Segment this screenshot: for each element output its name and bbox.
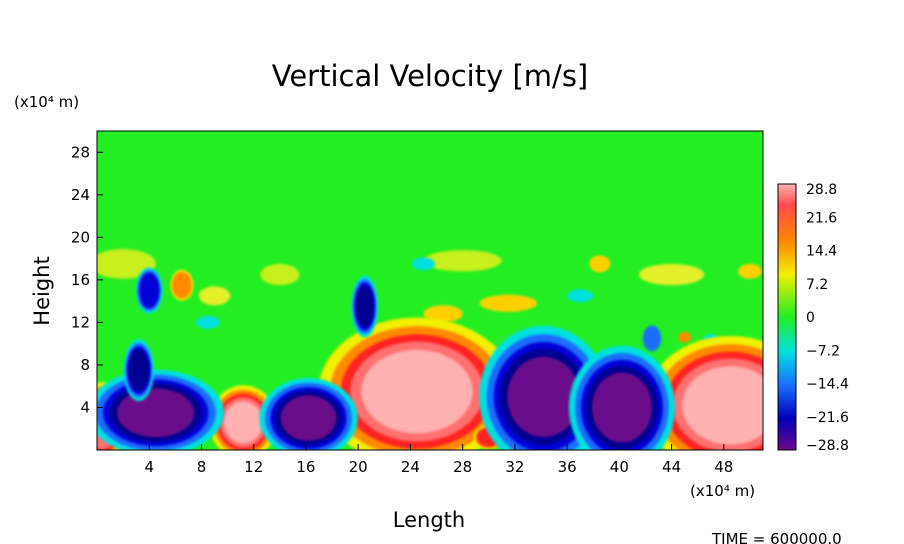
turbulence-patch <box>642 325 662 352</box>
colorbar-tick-label: −7.2 <box>806 343 840 359</box>
turbulence-patch <box>198 286 231 306</box>
turbulence-patch <box>638 263 705 286</box>
x-tick-label: 44 <box>662 458 681 476</box>
x-tick-label: 32 <box>505 458 524 476</box>
turbulence-patch <box>260 263 300 286</box>
x-tick-label: 28 <box>453 458 472 476</box>
time-footer: TIME = 600000.0 <box>711 530 842 544</box>
downdraft-cell <box>351 275 378 338</box>
colorbar-tick-label: −14.4 <box>806 377 849 393</box>
turbulence-patch <box>589 255 611 273</box>
x-tick-label: 36 <box>558 458 577 476</box>
y-tick-label: 4 <box>80 398 90 416</box>
colorbar-tick-label: 0 <box>806 310 815 326</box>
y-tick-label: 16 <box>71 271 90 289</box>
y-axis-label: Height <box>30 256 54 325</box>
x-tick-label: 20 <box>349 458 368 476</box>
turbulence-patch <box>196 316 220 329</box>
x-tick-label: 40 <box>610 458 629 476</box>
colorbar-tick-label: −28.8 <box>806 438 849 454</box>
downdraft-cell <box>97 369 224 450</box>
colorbar-ticks: 28.8 21.6 14.4 7.2 0 −7.2 −14.4 −21.6 −28.8 <box>806 182 849 454</box>
plot-frame <box>96 130 764 451</box>
downdraft-cell <box>259 378 358 450</box>
colorbar-scale <box>777 183 797 451</box>
colorbar: 28.8 21.6 14.4 7.2 0 −7.2 −14.4 −21.6 −28.8 <box>777 182 849 454</box>
colorbar-tick-label: 14.4 <box>806 244 837 260</box>
y-axis-ticks: 4 8 12 16 20 24 28 <box>71 143 103 416</box>
y-tick-label: 24 <box>71 186 90 204</box>
turbulence-patch <box>97 249 156 279</box>
x-tick-label: 16 <box>296 458 315 476</box>
velocity-field <box>97 131 763 450</box>
colorbar-tick-label: 28.8 <box>806 182 837 198</box>
downdraft-cell <box>568 345 675 450</box>
x-tick-label: 8 <box>197 458 207 476</box>
x-tick-label: 4 <box>144 458 154 476</box>
downdraft-cell <box>123 339 154 402</box>
updraft-cell <box>318 317 516 450</box>
x-axis-label: Length <box>393 508 465 532</box>
y-tick-label: 20 <box>71 228 90 246</box>
x-unit-label: (x10⁴ m) <box>690 482 755 500</box>
x-tick-label: 12 <box>244 458 263 476</box>
updraft-cell <box>209 385 278 450</box>
colorbar-tick-label: −21.6 <box>806 410 849 426</box>
updraft-cell <box>170 269 194 301</box>
x-tick-label: 48 <box>714 458 733 476</box>
turbulence-patch <box>479 294 538 312</box>
turbulence-patch <box>411 257 436 271</box>
downdraft-cell <box>135 267 163 314</box>
y-tick-label: 28 <box>71 143 90 161</box>
turbulence-patch <box>678 331 692 343</box>
x-tick-label: 24 <box>401 458 420 476</box>
turbulence-patch <box>567 289 594 303</box>
turbulence-patch <box>423 250 502 272</box>
colorbar-tick-label: 7.2 <box>806 277 828 293</box>
colorbar-tick-label: 21.6 <box>806 210 837 226</box>
y-tick-label: 8 <box>80 356 90 374</box>
y-unit-label: (x10⁴ m) <box>14 93 79 111</box>
chart-title: Vertical Velocity [m/s] <box>272 59 589 93</box>
x-axis-ticks: 4 8 12 16 20 24 28 32 36 40 44 48 <box>144 444 733 476</box>
turbulence-patch <box>423 305 463 323</box>
turbulence-patch <box>738 263 762 279</box>
updraft-cell <box>645 335 763 450</box>
y-tick-label: 12 <box>71 313 90 331</box>
